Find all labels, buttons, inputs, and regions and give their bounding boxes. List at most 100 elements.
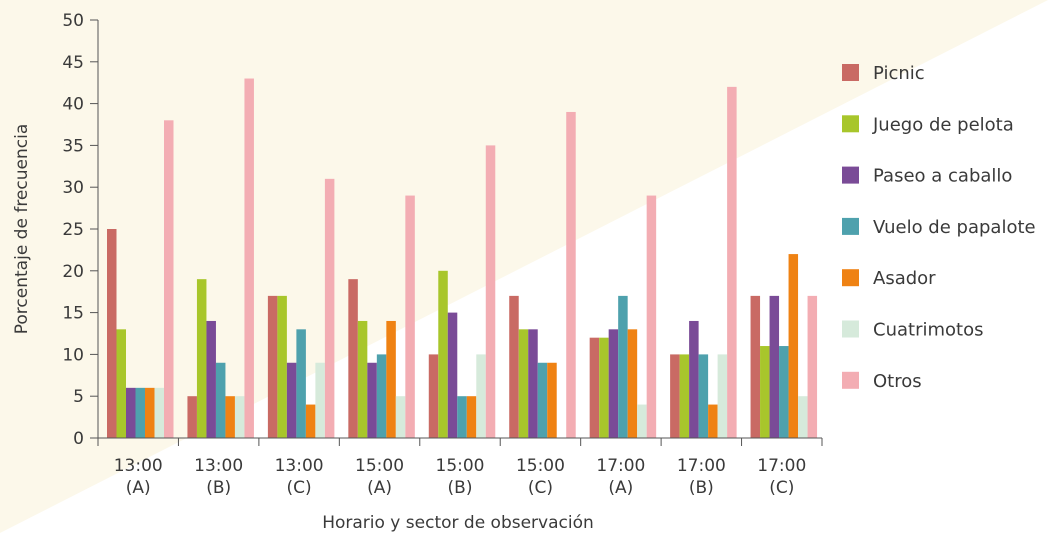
bar-asador: [788, 254, 799, 438]
bar-cuatrimotos: [798, 396, 808, 438]
x-tick-label: (A): [367, 478, 392, 498]
y-axis: 0 5 10 15 20 25 30 35 40 45 50: [62, 11, 99, 449]
bar-otros: [324, 178, 335, 438]
bar-paseo-a-caballo: [608, 329, 619, 438]
legend-swatch: [842, 371, 859, 389]
legend-item: Asador: [842, 268, 936, 289]
bar-paseo-a-caballo: [286, 362, 297, 438]
legend-label: Otros: [873, 371, 922, 392]
bar-cuatrimotos: [637, 404, 647, 438]
bar-asador: [547, 362, 557, 438]
y-axis-title: Porcentaje de frecuencia: [12, 124, 32, 334]
y-tick-label: 45: [62, 53, 84, 73]
x-tick-label: (B): [448, 478, 473, 498]
bar-juego-de-pelota: [277, 295, 287, 438]
legend-swatch: [842, 320, 859, 338]
legend-label: Asador: [873, 268, 936, 289]
bar-vuelo-de-papalote: [135, 387, 145, 438]
x-tick-label: 13:00: [194, 456, 243, 476]
y-tick-label: 35: [62, 136, 84, 156]
y-tick-label: 25: [62, 220, 84, 240]
legend-item: Otros: [842, 371, 922, 392]
bar-picnic: [348, 279, 358, 438]
bar-asador: [225, 396, 235, 438]
bar-paseo-a-caballo: [206, 320, 216, 438]
x-tick-label: 17:00: [677, 456, 726, 476]
bar-otros: [646, 195, 657, 438]
bar-asador: [708, 404, 718, 438]
bar-vuelo-de-papalote: [779, 346, 789, 438]
y-tick-label: 50: [62, 11, 84, 31]
bar-paseo-a-caballo: [447, 312, 458, 438]
bar-vuelo-de-papalote: [215, 362, 226, 438]
bar-picnic: [428, 354, 439, 438]
bar-juego-de-pelota: [679, 354, 690, 438]
bar-asador: [305, 404, 316, 438]
bar-paseo-a-caballo: [126, 387, 136, 438]
y-tick-label: 40: [62, 95, 84, 115]
bar-juego-de-pelota: [760, 346, 770, 438]
y-tick-label: 10: [62, 345, 84, 365]
x-tick-label: (A): [608, 478, 633, 498]
bar-otros: [566, 111, 576, 439]
x-tick-label: (C): [528, 478, 553, 498]
x-tick-label: 17:00: [596, 456, 645, 476]
x-tick-label: (C): [287, 478, 312, 498]
bar-vuelo-de-papalote: [537, 362, 548, 438]
bar-paseo-a-caballo: [528, 329, 538, 438]
bar-vuelo-de-papalote: [618, 295, 628, 438]
y-tick-label: 15: [62, 304, 84, 324]
bar-juego-de-pelota: [116, 329, 126, 438]
legend: Picnic Juego de pelota Paseo a caballo Vuel…: [842, 63, 1036, 392]
bar-picnic: [187, 396, 197, 438]
x-tick-label: (B): [206, 478, 231, 498]
legend-item: Vuelo de papalote: [842, 217, 1036, 238]
x-tick-label: (A): [126, 478, 151, 498]
legend-swatch: [842, 269, 859, 287]
legend-label: Cuatrimotos: [873, 320, 983, 341]
bar-asador: [145, 387, 155, 438]
y-tick-label: 5: [73, 387, 84, 407]
legend-swatch: [842, 115, 859, 133]
x-tick-label: 13:00: [275, 456, 324, 476]
bar-picnic: [670, 354, 680, 438]
legend-label: Paseo a caballo: [873, 166, 1012, 187]
legend-label: Picnic: [873, 63, 925, 84]
bar-picnic: [267, 295, 278, 438]
x-tick-label: (C): [769, 478, 794, 498]
legend-item: Cuatrimotos: [842, 320, 983, 341]
x-axis: 13:00(A)13:00(B)13:00(C)15:00(A)15:00(B)…: [97, 437, 823, 498]
y-tick-label: 30: [62, 178, 84, 198]
bar-cuatrimotos: [234, 396, 245, 438]
bar-cuatrimotos: [717, 354, 728, 438]
legend-item: Paseo a caballo: [842, 166, 1012, 187]
bar-vuelo-de-papalote: [698, 354, 709, 438]
bar-juego-de-pelota: [599, 337, 609, 438]
bar-otros: [405, 195, 415, 438]
y-tick-label: 20: [62, 262, 84, 282]
x-tick-label: (B): [689, 478, 714, 498]
legend-item: Picnic: [842, 63, 925, 84]
bar-otros: [807, 295, 818, 438]
bar-asador: [386, 320, 396, 438]
bar-picnic: [589, 337, 600, 438]
bar-juego-de-pelota: [196, 279, 207, 438]
bar-cuatrimotos: [154, 387, 164, 438]
bar-asador: [627, 329, 638, 438]
bar-vuelo-de-papalote: [296, 329, 306, 438]
legend-label: Juego de pelota: [872, 114, 1014, 135]
legend-item: Juego de pelota: [842, 114, 1014, 135]
legend-swatch: [842, 217, 859, 235]
x-tick-label: 13:00: [114, 456, 163, 476]
x-tick-label: 15:00: [355, 456, 404, 476]
bar-paseo-a-caballo: [367, 362, 377, 438]
bar-juego-de-pelota: [518, 329, 529, 438]
x-tick-label: 17:00: [757, 456, 806, 476]
bar-vuelo-de-papalote: [376, 354, 387, 438]
bar-picnic: [107, 229, 117, 438]
bar-juego-de-pelota: [357, 320, 368, 438]
bar-otros: [485, 145, 496, 438]
bar-picnic: [750, 295, 761, 438]
bar-paseo-a-caballo: [769, 295, 780, 438]
bar-cuatrimotos: [315, 362, 325, 438]
